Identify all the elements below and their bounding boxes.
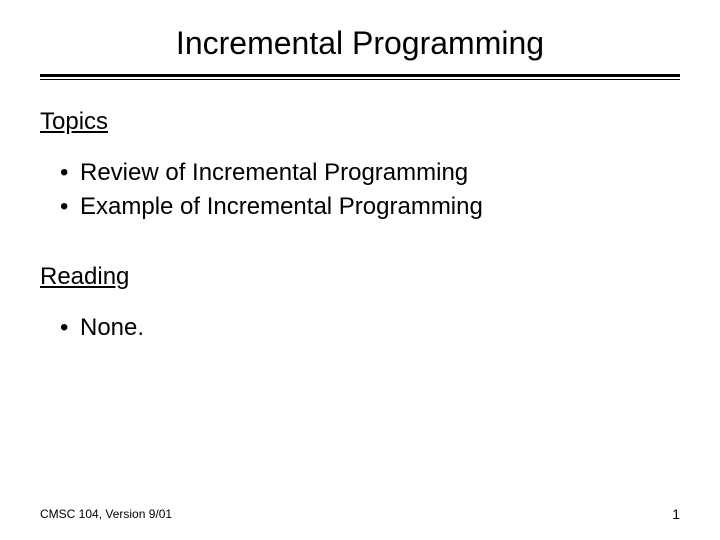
topics-heading: Topics — [40, 108, 680, 136]
reading-list: None. — [60, 311, 680, 345]
slide-footer: CMSC 104, Version 9/01 1 — [40, 506, 680, 522]
slide-title: Incremental Programming — [40, 25, 680, 62]
section-topics: Topics Review of Incremental Programming… — [40, 108, 680, 223]
reading-heading: Reading — [40, 263, 680, 291]
list-item: None. — [60, 311, 680, 345]
slide-container: Incremental Programming Topics Review of… — [0, 0, 720, 540]
list-item: Example of Incremental Programming — [60, 190, 680, 224]
list-item: Review of Incremental Programming — [60, 156, 680, 190]
section-reading: Reading None. — [40, 263, 680, 345]
footer-course-info: CMSC 104, Version 9/01 — [40, 507, 172, 521]
footer-page-number: 1 — [672, 506, 680, 522]
title-divider — [40, 74, 680, 80]
divider-thick-line — [40, 74, 680, 77]
topics-list: Review of Incremental Programming Exampl… — [60, 156, 680, 223]
divider-thin-line — [40, 79, 680, 80]
